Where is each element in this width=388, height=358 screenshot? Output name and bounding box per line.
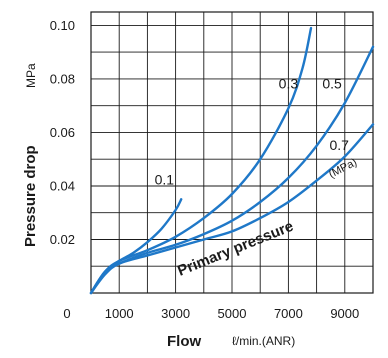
x-tick-labels: 0 1000 3000 5000 7000 9000 — [63, 306, 359, 321]
curve-label-0-5: 0.5 — [322, 75, 342, 91]
y-axis-title: Pressure drop — [22, 145, 39, 247]
y-tick-label: 0.08 — [50, 71, 75, 86]
x-tick-label: 5000 — [218, 306, 247, 321]
series-line-0-3 — [89, 26, 313, 295]
x-tick-label: 7000 — [274, 306, 303, 321]
x-tick-label: 3000 — [161, 306, 190, 321]
y-tick-labels: 0.02 0.04 0.06 0.08 0.10 — [50, 18, 75, 247]
curve-labels: 0.1 0.3 0.5 0.7 — [155, 75, 350, 187]
y-tick-label: 0.06 — [50, 125, 75, 140]
series-group — [89, 26, 375, 295]
curve-label-0-3: 0.3 — [279, 75, 299, 91]
series-line-0-7 — [89, 123, 375, 295]
x-tick-label: 1000 — [105, 306, 134, 321]
unit-note: (MPa) — [327, 156, 359, 180]
y-tick-label: 0.10 — [50, 18, 75, 33]
y-axis-unit: MPa — [24, 63, 38, 88]
grid — [91, 12, 373, 293]
plot-frame — [90, 11, 374, 294]
x-axis-unit: ℓ/min.(ANR) — [232, 334, 295, 348]
curve-label-0-1: 0.1 — [155, 172, 175, 188]
x-axis-title: Flow — [167, 333, 201, 350]
curve-label-0-7: 0.7 — [329, 137, 349, 153]
y-tick-label: 0.04 — [50, 179, 75, 194]
y-tick-label: 0.02 — [50, 232, 75, 247]
x-tick-label: 0 — [63, 306, 70, 321]
x-tick-label: 9000 — [330, 306, 359, 321]
